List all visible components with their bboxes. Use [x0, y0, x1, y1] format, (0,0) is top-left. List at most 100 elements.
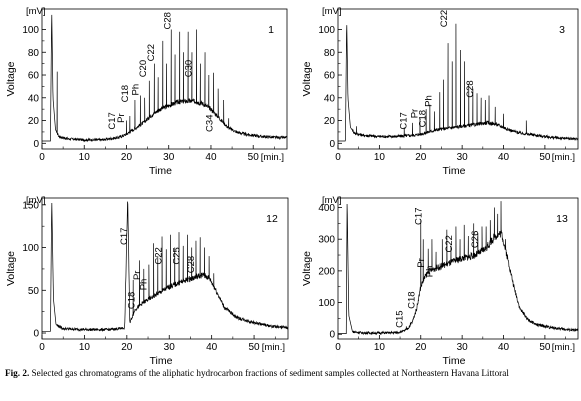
y-tick-label: 100 [318, 298, 335, 309]
x-tick-label: 0 [335, 342, 341, 353]
y-tick-label: 200 [318, 266, 335, 277]
y-tick-label: 50 [28, 286, 40, 297]
peak-label: Pr [416, 258, 427, 268]
plot-frame [41, 8, 288, 150]
chromatogram-panel-13: 0 100 200 300 400 0 10 20 30 40 50 [min.] [mV] Time Vo… [301, 195, 579, 367]
y-axis-title: Voltage [301, 61, 313, 96]
peak-label: C22 [146, 44, 157, 61]
x-tick-label: 40 [498, 342, 510, 353]
peak-label: Pr [409, 109, 420, 119]
peak-label: C34 [205, 114, 216, 131]
plot-frame [337, 197, 579, 340]
peak-label: C22 [154, 247, 165, 264]
x-axis-title: Time [443, 165, 466, 177]
figure-caption-text: Selected gas chromatograms of the alipha… [31, 368, 509, 378]
y-tick-label: 0 [329, 139, 335, 150]
peak-label: Ph [425, 266, 436, 278]
x-tick-label: 50 [248, 152, 260, 163]
peak-label: C18 [126, 292, 137, 309]
x-tick-label: 30 [164, 342, 176, 353]
x-tick-label: 10 [374, 342, 386, 353]
y-tick-label: 0 [33, 139, 39, 150]
x-tick-label: 50 [539, 342, 551, 353]
y-tick-label: 40 [324, 93, 336, 104]
peak-label: C30 [184, 60, 195, 77]
x-tick-label: 30 [163, 152, 175, 163]
peak-label: Ph [424, 95, 435, 107]
peak-label: C22 [444, 235, 455, 252]
x-tick-label: 50 [539, 152, 551, 163]
chromatogram-trace [338, 201, 579, 336]
x-tick-label: 10 [374, 152, 386, 163]
y-tick-label: 150 [22, 200, 39, 211]
x-tick-label: 0 [39, 152, 45, 163]
peak-label: C22 [439, 10, 450, 27]
x-tick-label: 0 [335, 152, 341, 163]
chromatogram-panel-1: 0 20 40 60 80 100 0 10 20 30 40 50 [min.] [mV] Time Vol… [5, 6, 288, 177]
peak-label: C18 [407, 291, 418, 308]
y-tick-label: 20 [28, 116, 40, 127]
y-unit-label: [mV] [322, 195, 342, 206]
y-axis-title: Voltage [5, 251, 17, 286]
x-tick-label: 0 [39, 342, 45, 353]
x-tick-label: 20 [121, 342, 133, 353]
y-tick-label: 20 [324, 116, 336, 127]
y-tick-label: 40 [28, 93, 40, 104]
y-tick-label: 100 [318, 25, 335, 36]
x-tick-label: 30 [457, 342, 469, 353]
x-tick-label: 10 [79, 342, 91, 353]
y-tick-label: 60 [28, 71, 40, 82]
x-unit-label: [min.] [261, 152, 284, 163]
peak-label: C28 [162, 12, 173, 29]
peak-label: C18 [418, 110, 429, 127]
x-axis-title: Time [443, 355, 466, 367]
chromatogram-panel-3: 0 20 40 60 80 100 0 10 20 30 40 50 [min.] [mV] Time Vol… [301, 6, 579, 177]
x-tick-label: 40 [205, 152, 217, 163]
peak-label: Ph [138, 279, 149, 291]
x-tick-label: 10 [79, 152, 91, 163]
peak-label: C17 [414, 207, 425, 224]
y-tick-label: 60 [324, 71, 336, 82]
figure-caption: Fig. 2. Selected gas chromatograms of th… [5, 368, 575, 379]
y-tick-label: 100 [22, 243, 39, 254]
x-tick-label: 40 [498, 152, 510, 163]
peak-label: C28 [186, 256, 197, 273]
panel-number: 3 [559, 24, 565, 36]
peak-label: C25 [171, 247, 182, 264]
peak-label: C17 [399, 112, 410, 129]
y-tick-label: 80 [324, 48, 336, 59]
plot-frame [41, 197, 289, 340]
x-tick-label: 20 [415, 342, 427, 353]
peak-label: C28 [465, 80, 476, 97]
x-unit-label: [min.] [552, 342, 575, 353]
panel-number: 13 [556, 213, 568, 225]
x-tick-label: 30 [457, 152, 469, 163]
peak-label: C17 [119, 228, 130, 245]
figure-caption-label: Fig. 2. [5, 368, 30, 378]
x-unit-label: [min.] [262, 342, 285, 353]
peak-label: C15 [395, 310, 406, 327]
peak-label: Pr [116, 113, 127, 123]
x-tick-label: 50 [249, 342, 261, 353]
y-unit-label: [mV] [322, 6, 342, 17]
peak-label: Pr [132, 271, 143, 281]
y-axis-title: Voltage [5, 61, 17, 96]
y-unit-label: [mV] [26, 195, 46, 206]
x-unit-label: [min.] [552, 152, 575, 163]
panel-number: 1 [268, 24, 274, 36]
y-axis-title: Voltage [301, 251, 313, 286]
peak-label: C26 [470, 231, 481, 248]
y-unit-label: [mV] [26, 6, 46, 17]
y-tick-label: 0 [33, 329, 39, 340]
x-axis-title: Time [149, 165, 172, 177]
peak-label: C20 [138, 60, 149, 77]
panel-number: 12 [266, 213, 278, 225]
peak-label: C17 [107, 112, 118, 129]
chromatogram-trace [338, 23, 579, 142]
y-tick-label: 400 [318, 203, 335, 214]
y-tick-label: 80 [28, 48, 40, 59]
y-tick-label: 0 [329, 330, 335, 341]
plot-frame [337, 8, 579, 150]
